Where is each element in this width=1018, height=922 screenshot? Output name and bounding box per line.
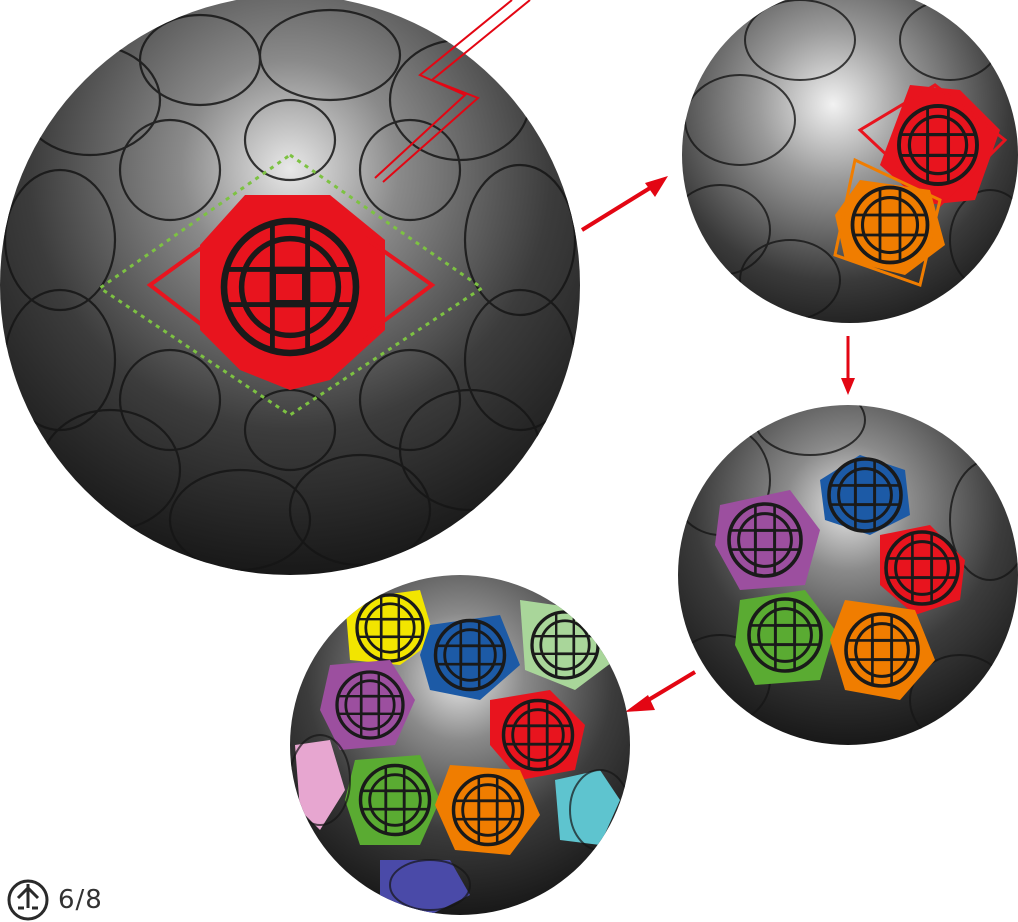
arrow-step-2-to-3 — [841, 336, 855, 395]
brand-symbol-icon — [6, 878, 50, 922]
page-footer: 6/8 — [6, 880, 103, 920]
sphere-step-1 — [0, 0, 580, 575]
sphere-step-4 — [290, 575, 630, 915]
arrow-step-3-to-4 — [625, 672, 695, 712]
sphere-step-2 — [670, 0, 1018, 323]
arrow-step-1-to-2 — [582, 176, 668, 230]
page-number: 6/8 — [58, 885, 103, 915]
sphere-step-3 — [670, 385, 1018, 745]
